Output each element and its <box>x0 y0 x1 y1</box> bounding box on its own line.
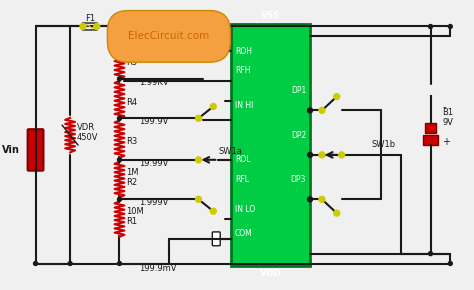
Text: 1M: 1M <box>127 168 139 177</box>
FancyBboxPatch shape <box>212 232 220 246</box>
Text: 1.999V: 1.999V <box>139 198 169 207</box>
Text: VSS: VSS <box>261 11 281 20</box>
Circle shape <box>339 152 345 158</box>
Text: R4: R4 <box>127 97 137 106</box>
Text: B1
9V: B1 9V <box>442 108 454 127</box>
Text: ROL: ROL <box>235 155 251 164</box>
Text: +: + <box>442 137 450 147</box>
Circle shape <box>308 108 312 113</box>
Circle shape <box>428 252 432 255</box>
Text: VDD: VDD <box>260 269 282 278</box>
Text: ElecCircuit.com: ElecCircuit.com <box>128 31 210 41</box>
Text: R3: R3 <box>127 137 137 146</box>
Text: RFL: RFL <box>235 175 249 184</box>
Circle shape <box>448 262 452 265</box>
Text: IN HI: IN HI <box>235 101 254 110</box>
Circle shape <box>334 94 340 99</box>
Circle shape <box>319 108 325 113</box>
Circle shape <box>68 262 72 265</box>
Circle shape <box>319 196 325 202</box>
Circle shape <box>448 25 452 28</box>
Text: SW1b: SW1b <box>371 140 395 149</box>
Circle shape <box>334 210 340 216</box>
FancyBboxPatch shape <box>82 23 97 30</box>
Text: R1: R1 <box>127 217 137 226</box>
Text: 1.11K: 1.11K <box>127 48 150 57</box>
Text: DP1: DP1 <box>291 86 306 95</box>
Circle shape <box>195 196 201 202</box>
FancyBboxPatch shape <box>231 23 310 267</box>
Text: 199.9mV: 199.9mV <box>139 264 177 273</box>
Circle shape <box>210 104 216 109</box>
Text: F1: F1 <box>85 14 95 23</box>
Text: 199.9V: 199.9V <box>139 117 169 126</box>
Text: COM: COM <box>235 229 253 238</box>
Circle shape <box>319 152 325 158</box>
Circle shape <box>118 262 121 265</box>
Circle shape <box>34 262 37 265</box>
Circle shape <box>118 158 121 162</box>
Text: 1.99KV: 1.99KV <box>139 78 169 87</box>
Circle shape <box>428 25 432 28</box>
Text: VDR
450V: VDR 450V <box>77 123 99 142</box>
Circle shape <box>118 116 121 120</box>
Text: 19.99V: 19.99V <box>139 159 169 168</box>
Text: R2: R2 <box>127 177 137 186</box>
Text: Vin: Vin <box>2 145 20 155</box>
Circle shape <box>308 197 312 202</box>
FancyBboxPatch shape <box>27 129 44 171</box>
Text: -: - <box>442 102 446 113</box>
Bar <box>425 123 437 133</box>
Circle shape <box>308 153 312 157</box>
Text: R5: R5 <box>127 58 137 67</box>
Text: DP3: DP3 <box>291 175 306 184</box>
Bar <box>423 135 438 145</box>
Text: DP2: DP2 <box>291 130 306 139</box>
Text: IN LO: IN LO <box>235 205 255 214</box>
Circle shape <box>80 23 86 30</box>
Circle shape <box>195 157 201 163</box>
Text: RFH: RFH <box>235 66 251 75</box>
Text: 10M: 10M <box>127 207 144 216</box>
Circle shape <box>118 197 121 201</box>
Circle shape <box>118 77 121 81</box>
Circle shape <box>210 208 216 214</box>
Circle shape <box>94 23 100 30</box>
Text: ROH: ROH <box>235 47 252 56</box>
Text: SW1a: SW1a <box>218 147 242 156</box>
Circle shape <box>195 115 201 121</box>
